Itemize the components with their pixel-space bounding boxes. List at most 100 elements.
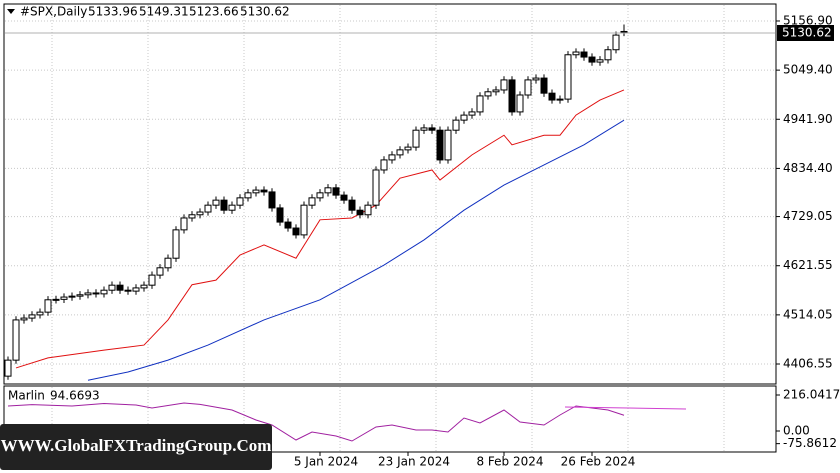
- candle-body: [580, 51, 588, 58]
- candle-body: [164, 257, 172, 269]
- candle-body: [516, 94, 524, 113]
- y-tick-label: 216.0417: [783, 387, 840, 401]
- candle-body: [212, 199, 220, 206]
- candle-body: [188, 214, 196, 219]
- candle-body: [228, 204, 236, 211]
- candle-body: [564, 54, 572, 100]
- candle-body: [556, 98, 564, 101]
- ohlc-high: 5149.31: [139, 5, 189, 19]
- x-tick-label: 26 Feb 2024: [561, 455, 636, 469]
- candle-body: [84, 292, 92, 296]
- candle-body: [156, 267, 164, 276]
- candle-body: [108, 284, 116, 291]
- candle-body: [12, 319, 20, 361]
- watermark: WWW.GlobalFXTradingGroup.Com: [1, 436, 272, 455]
- candle-body: [532, 77, 540, 81]
- ohlc-close: 5130.62: [240, 5, 290, 19]
- candle-body: [132, 287, 140, 292]
- candle-body: [540, 77, 548, 94]
- candle-body: [68, 295, 76, 298]
- candle-body: [596, 59, 604, 63]
- candle-body: [420, 127, 428, 131]
- candle-body: [380, 159, 388, 171]
- x-tick-label: 23 Jan 2024: [378, 455, 450, 469]
- candle-body: [492, 89, 500, 93]
- line-series: [15, 89, 625, 369]
- x-tick-label: 5 Jan 2024: [294, 455, 358, 469]
- candle-body: [364, 204, 372, 216]
- candle-body: [476, 95, 484, 113]
- price-label: 5130.62: [782, 25, 832, 39]
- y-tick-label: -75.8612: [783, 436, 837, 450]
- candle-body: [36, 311, 44, 316]
- candle-body: [204, 204, 212, 213]
- candle-body: [196, 211, 204, 216]
- trend-line: [564, 406, 687, 410]
- indicator-name: Marlin: [8, 389, 45, 403]
- candle-body: [404, 146, 412, 151]
- candle-body: [92, 292, 100, 295]
- candle-body: [444, 129, 452, 161]
- candle-body: [340, 194, 348, 201]
- candle-body: [284, 221, 292, 229]
- candle-body: [428, 127, 436, 131]
- candle-body: [172, 229, 180, 259]
- candle-body: [508, 79, 516, 113]
- candle-body: [124, 289, 132, 292]
- candle-body: [180, 217, 188, 231]
- candle-body: [252, 189, 260, 194]
- candle-body: [524, 79, 532, 96]
- y-tick-label: 4514.05: [783, 307, 833, 321]
- ohlc-open: 5133.96: [88, 5, 138, 19]
- candle-body: [436, 129, 444, 161]
- candle-body: [484, 91, 492, 97]
- candle-body: [316, 192, 324, 199]
- candle-body: [44, 299, 52, 313]
- candle-body: [116, 284, 124, 291]
- candle-body: [236, 197, 244, 206]
- candle-body: [412, 129, 420, 148]
- candle-body: [396, 149, 404, 156]
- candle-body: [452, 119, 460, 131]
- menu-arrow: [7, 9, 15, 14]
- candle-body: [372, 169, 380, 206]
- price-frame: [3, 3, 777, 385]
- candle-body: [308, 197, 316, 206]
- candle-body: [356, 209, 364, 216]
- candle-body: [500, 79, 508, 91]
- candle-body: [60, 296, 68, 300]
- candle-body: [468, 111, 476, 116]
- candle-body: [276, 207, 284, 223]
- y-tick-label: 4941.90: [783, 112, 833, 126]
- price-label-box: [777, 24, 834, 41]
- y-tick-label: 5049.40: [783, 63, 833, 77]
- candle-body: [4, 359, 12, 377]
- y-tick-label: 4834.40: [783, 161, 833, 175]
- x-tick-label: 8 Feb 2024: [476, 455, 543, 469]
- candle-body: [52, 298, 60, 301]
- candle-body: [268, 191, 276, 209]
- indicator-value: 94.6693: [50, 389, 100, 403]
- candle-body: [460, 114, 468, 121]
- candle-body: [612, 34, 620, 51]
- candle-body: [28, 314, 36, 319]
- symbol-title: #SPX,Daily: [20, 5, 87, 19]
- candle-body: [572, 51, 580, 56]
- candle-body: [260, 189, 268, 193]
- candle-body: [604, 49, 612, 61]
- watermark-box: [0, 424, 272, 470]
- y-tick-label: 4729.05: [783, 209, 833, 223]
- candle-body: [244, 192, 252, 199]
- y-tick-label: 4406.55: [783, 357, 833, 371]
- candle-body: [388, 154, 396, 161]
- candle-body: [332, 187, 340, 196]
- candle-body: [324, 187, 332, 194]
- candle-body: [220, 199, 228, 211]
- candle-body: [20, 317, 28, 321]
- candle-body: [588, 56, 596, 63]
- y-tick-label: 0.00: [783, 424, 810, 438]
- y-tick-label: 4621.55: [783, 258, 833, 272]
- line-series: [87, 119, 625, 381]
- candle-body: [148, 274, 156, 286]
